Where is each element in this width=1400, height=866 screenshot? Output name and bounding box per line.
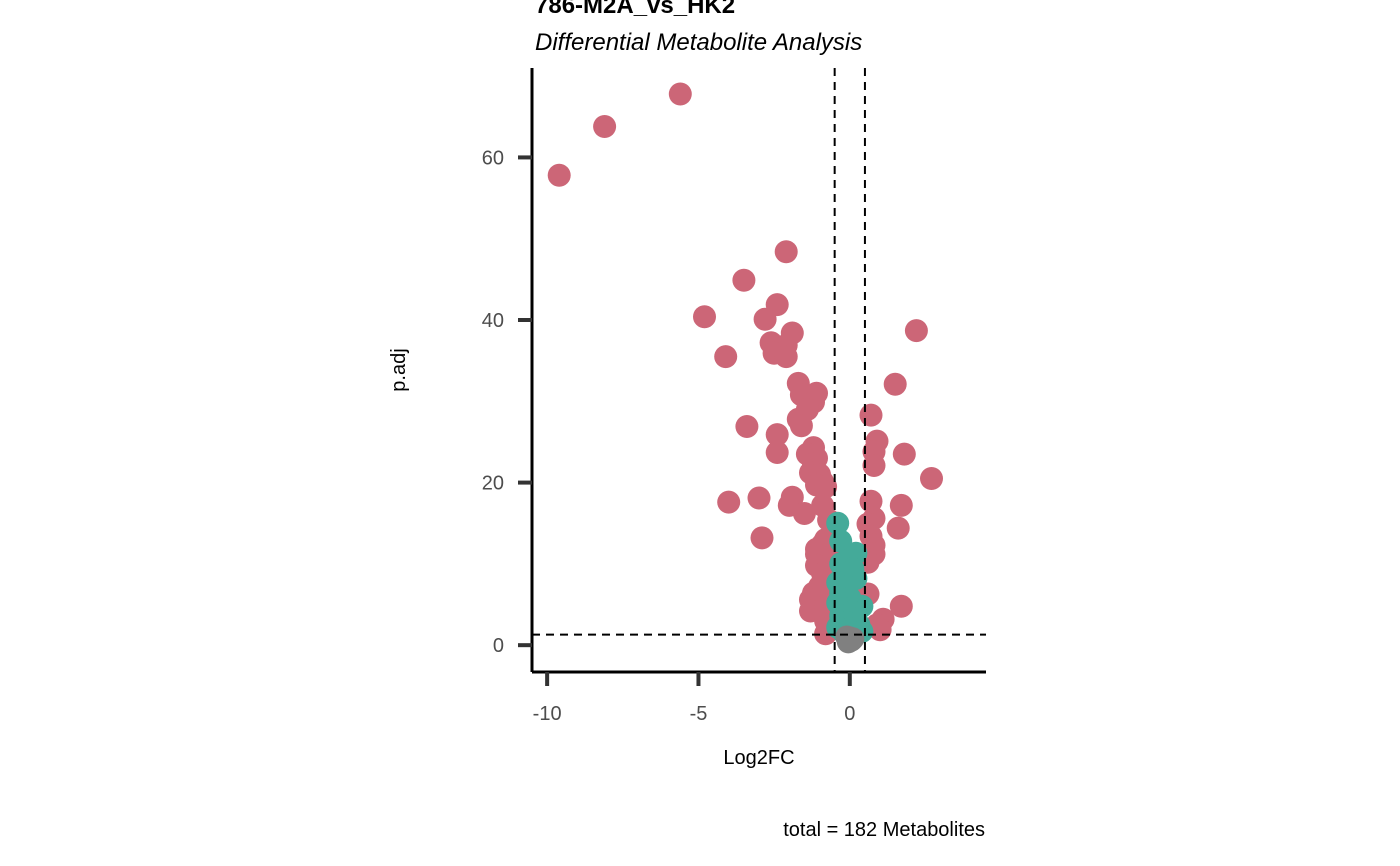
chart-title: 786-M2A_vs_HK2 (535, 0, 735, 19)
significant-point-25 (765, 441, 789, 464)
significant-point-69 (886, 516, 910, 540)
data-points (547, 82, 943, 654)
significant-point-20 (789, 414, 813, 438)
significant-point-75 (889, 594, 913, 618)
x-tick-label-2: 0 (844, 703, 855, 725)
significant-point-59 (859, 403, 883, 427)
x-axis-label: Log2FC (723, 747, 794, 769)
p_only-point-0 (826, 511, 850, 535)
chart-subtitle: Differential Metabolite Analysis (535, 29, 862, 56)
significant-point-35 (717, 490, 741, 514)
axes: -10 -5 0 0 20 40 60 (482, 68, 986, 725)
significant-point-3 (774, 240, 798, 264)
significant-point-63 (892, 442, 916, 466)
significant-point-40 (750, 526, 774, 550)
not_significant-point-4 (841, 627, 865, 651)
y-tick-label-3: 60 (482, 147, 504, 169)
significant-point-4 (732, 268, 756, 292)
significant-point-0 (547, 163, 571, 187)
significant-point-12 (774, 345, 798, 369)
significant-point-22 (765, 423, 789, 447)
significant-point-34 (747, 486, 771, 510)
y-tick-label-1: 20 (482, 473, 504, 495)
significant-point-21 (735, 415, 759, 438)
significant-point-66 (889, 493, 913, 517)
threshold-lines (532, 68, 986, 672)
x-tick-label-0: -10 (533, 703, 562, 725)
x-tick-label-1: -5 (690, 703, 708, 725)
significant-point-1 (593, 115, 617, 138)
significant-point-57 (904, 319, 928, 343)
significant-point-6 (693, 305, 716, 329)
y-axis-label: p.adj (388, 348, 410, 391)
y-tick-label-2: 40 (482, 310, 504, 332)
significant-point-2 (668, 82, 692, 106)
y-tick-label-0: 0 (493, 635, 504, 657)
significant-point-64 (920, 467, 943, 490)
significant-point-58 (883, 372, 907, 396)
significant-point-38 (792, 502, 816, 525)
chart-caption: total = 182 Metabolites (783, 819, 985, 841)
significant-point-7 (753, 307, 777, 331)
significant-point-32 (814, 475, 838, 499)
significant-point-13 (714, 345, 738, 369)
significant-point-62 (862, 454, 886, 477)
